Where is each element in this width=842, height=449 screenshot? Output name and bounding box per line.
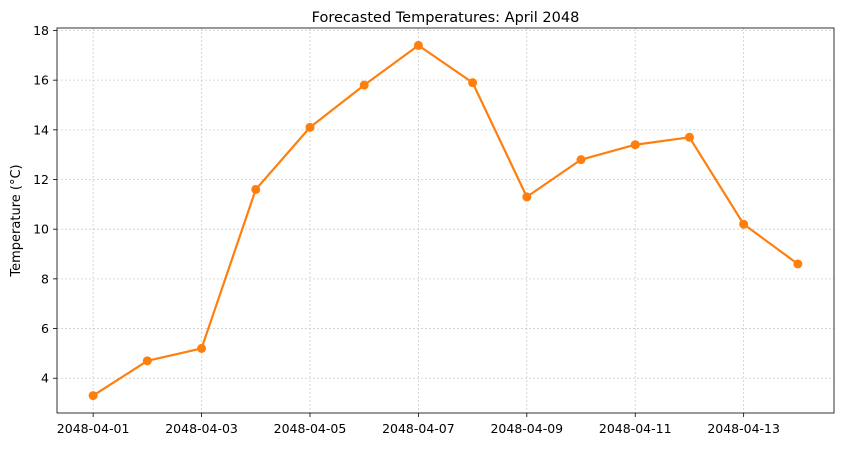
data-point — [522, 192, 532, 202]
plot-area-frame — [56, 27, 835, 414]
data-point — [468, 78, 478, 88]
x-tick-label: 2048-04-09 — [490, 421, 563, 436]
x-tick-label: 2048-04-01 — [57, 421, 130, 436]
data-point — [359, 80, 369, 90]
axis-ticks: 2048-04-01 2048-04-03 2048-04-05 2048-04-07… — [33, 23, 780, 436]
data-point — [305, 122, 315, 132]
grid-lines — [57, 28, 834, 413]
y-tick-label: 6 — [41, 321, 49, 336]
y-tick-label: 4 — [41, 371, 49, 386]
data-point — [684, 132, 694, 142]
data-point — [197, 343, 207, 353]
data-point — [88, 391, 98, 401]
y-tick-label: 8 — [41, 271, 49, 286]
data-point — [413, 40, 423, 50]
data-point — [142, 356, 152, 366]
x-tick-label: 2048-04-11 — [599, 421, 672, 436]
x-tick-label: 2048-04-07 — [382, 421, 455, 436]
y-tick-label: 16 — [33, 73, 49, 88]
data-point — [251, 184, 261, 194]
x-tick-label: 2048-04-05 — [274, 421, 347, 436]
y-tick-label: 14 — [33, 122, 49, 137]
data-point — [793, 259, 803, 269]
data-point — [739, 219, 749, 229]
chart-title: Forecasted Temperatures: April 2048 — [312, 10, 580, 26]
x-tick-label: 2048-04-03 — [165, 421, 238, 436]
x-tick-label: 2048-04-13 — [707, 421, 780, 436]
y-tick-label: 18 — [33, 23, 49, 38]
series-line — [92, 44, 799, 397]
series-layer — [88, 40, 803, 401]
y-axis-label: Temperature (°C) — [9, 164, 24, 277]
data-point — [630, 140, 640, 150]
y-tick-label: 12 — [33, 172, 49, 187]
data-point — [576, 155, 586, 165]
y-tick-label: 10 — [33, 222, 49, 237]
